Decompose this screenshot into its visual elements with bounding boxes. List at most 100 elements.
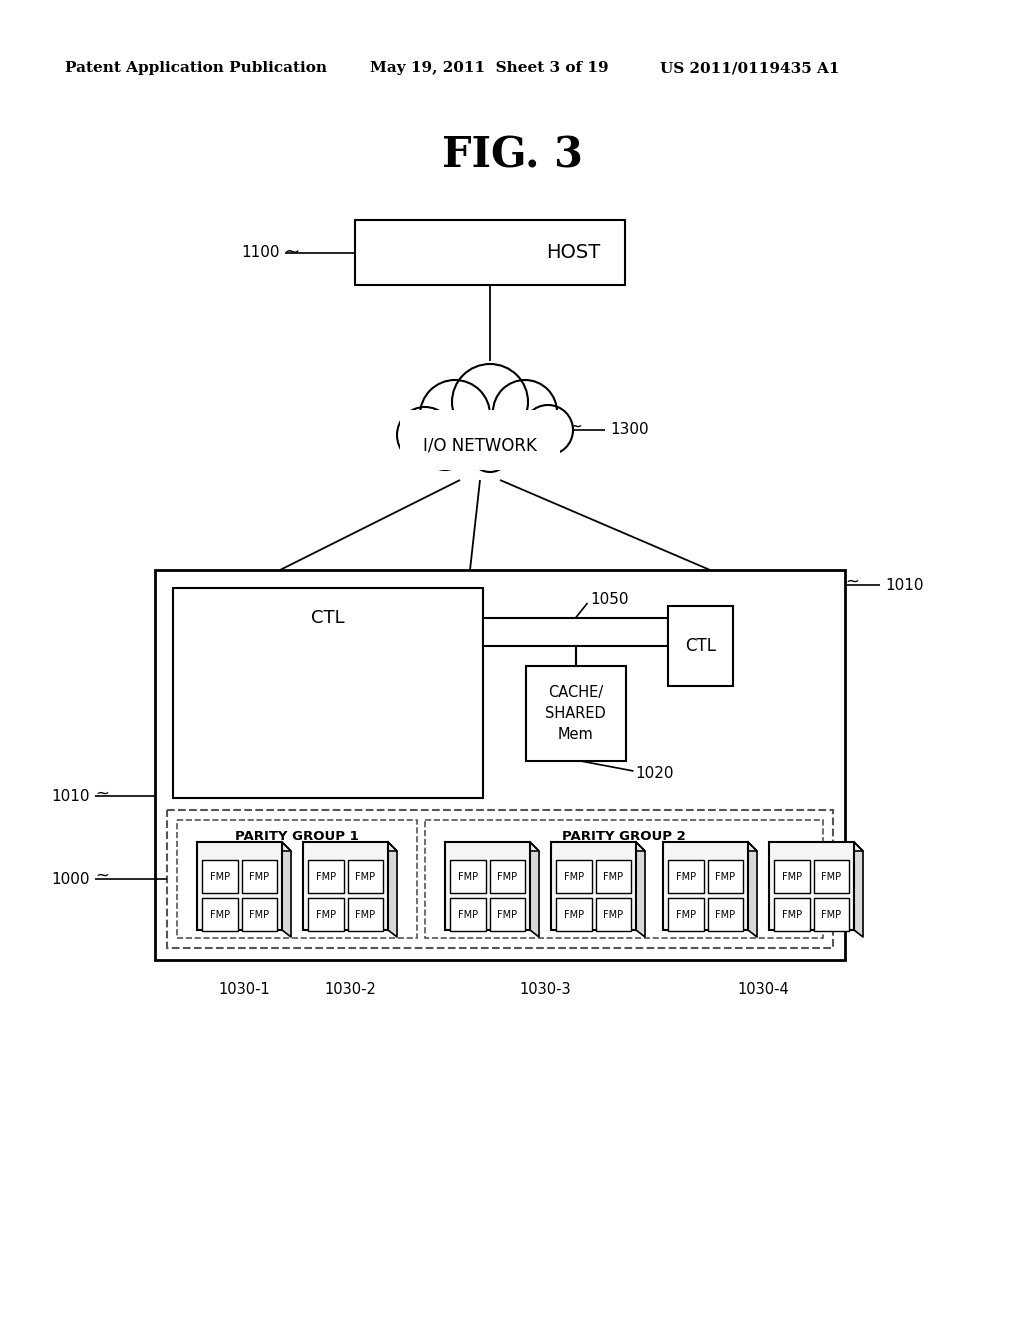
Text: FMP: FMP — [603, 909, 624, 920]
Circle shape — [508, 422, 552, 467]
Bar — [400, 411, 560, 470]
Polygon shape — [445, 842, 539, 851]
Bar — [308, 898, 343, 931]
Polygon shape — [748, 842, 757, 937]
Bar — [202, 861, 238, 894]
Bar — [303, 842, 388, 931]
Text: FMP: FMP — [781, 871, 802, 882]
Bar — [668, 606, 733, 686]
Text: FMP: FMP — [249, 871, 269, 882]
Text: FMP: FMP — [210, 909, 229, 920]
Text: FMP: FMP — [315, 871, 336, 882]
Bar — [483, 618, 668, 645]
Circle shape — [470, 432, 510, 473]
Bar — [202, 898, 238, 931]
Text: FMP: FMP — [603, 871, 624, 882]
Bar — [525, 667, 626, 762]
Polygon shape — [197, 842, 291, 851]
Text: 1300: 1300 — [610, 422, 648, 437]
Text: PARITY GROUP 1: PARITY GROUP 1 — [236, 829, 358, 842]
Circle shape — [397, 407, 453, 463]
Bar — [556, 861, 592, 894]
Text: FMP: FMP — [355, 909, 376, 920]
Bar — [813, 898, 849, 931]
Polygon shape — [636, 842, 645, 937]
Text: CTL: CTL — [311, 609, 345, 627]
Text: Patent Application Publication: Patent Application Publication — [65, 61, 327, 75]
Text: FMP: FMP — [781, 909, 802, 920]
Circle shape — [523, 405, 573, 455]
Text: FMP: FMP — [210, 871, 229, 882]
Bar — [489, 898, 525, 931]
Text: FMP: FMP — [498, 871, 517, 882]
Text: May 19, 2011  Sheet 3 of 19: May 19, 2011 Sheet 3 of 19 — [370, 61, 608, 75]
Bar — [197, 842, 282, 931]
Bar — [450, 898, 485, 931]
Bar — [173, 587, 483, 799]
Text: 1000: 1000 — [51, 871, 90, 887]
Text: US 2011/0119435 A1: US 2011/0119435 A1 — [660, 61, 840, 75]
Text: FIG. 3: FIG. 3 — [441, 135, 583, 176]
Circle shape — [493, 380, 557, 444]
Polygon shape — [282, 842, 291, 937]
Text: PARITY GROUP 2: PARITY GROUP 2 — [562, 829, 686, 842]
Text: FMP: FMP — [315, 909, 336, 920]
Text: 1020: 1020 — [636, 766, 674, 780]
Bar — [708, 861, 743, 894]
Circle shape — [442, 389, 518, 466]
Text: ~: ~ — [95, 784, 109, 803]
Bar — [347, 898, 383, 931]
Circle shape — [420, 380, 490, 450]
Bar — [708, 898, 743, 931]
Text: FMP: FMP — [355, 871, 376, 882]
Bar — [167, 810, 833, 948]
Bar — [242, 861, 278, 894]
Bar — [445, 842, 530, 931]
Text: ~: ~ — [845, 573, 859, 591]
Text: FMP: FMP — [563, 871, 584, 882]
Bar — [155, 570, 845, 960]
Polygon shape — [769, 842, 863, 851]
Polygon shape — [303, 842, 397, 851]
Text: FMP: FMP — [676, 909, 696, 920]
Bar — [450, 861, 485, 894]
Text: I/O NETWORK: I/O NETWORK — [423, 436, 537, 454]
Text: FMP: FMP — [458, 871, 478, 882]
Text: FMP: FMP — [498, 909, 517, 920]
Text: FMP: FMP — [821, 909, 842, 920]
Text: HOST: HOST — [546, 243, 600, 261]
Text: ~: ~ — [568, 418, 582, 436]
Text: FMP: FMP — [715, 871, 735, 882]
Text: CTL: CTL — [685, 638, 716, 655]
Text: 1050: 1050 — [591, 593, 629, 607]
Bar — [556, 898, 592, 931]
Text: FMP: FMP — [676, 871, 696, 882]
Polygon shape — [854, 842, 863, 937]
Polygon shape — [388, 842, 397, 937]
Circle shape — [423, 426, 467, 470]
Bar — [425, 820, 823, 939]
Bar — [774, 898, 810, 931]
Text: CACHE/
SHARED
Mem: CACHE/ SHARED Mem — [545, 685, 606, 742]
Text: ~: ~ — [284, 243, 300, 261]
Bar — [242, 898, 278, 931]
Bar — [813, 861, 849, 894]
Text: 1030-2: 1030-2 — [324, 982, 376, 998]
Polygon shape — [530, 842, 539, 937]
Bar — [177, 820, 417, 939]
Bar — [774, 861, 810, 894]
Bar — [596, 898, 631, 931]
Text: 1010: 1010 — [885, 578, 924, 593]
Bar — [596, 861, 631, 894]
Text: 1030-4: 1030-4 — [737, 982, 788, 998]
Bar — [668, 861, 703, 894]
Bar — [347, 861, 383, 894]
Bar — [551, 842, 636, 931]
Text: FMP: FMP — [249, 909, 269, 920]
Text: FMP: FMP — [458, 909, 478, 920]
Bar — [668, 898, 703, 931]
Text: 1100: 1100 — [242, 246, 280, 260]
Bar — [355, 220, 625, 285]
Bar — [769, 842, 854, 931]
Circle shape — [452, 364, 528, 440]
